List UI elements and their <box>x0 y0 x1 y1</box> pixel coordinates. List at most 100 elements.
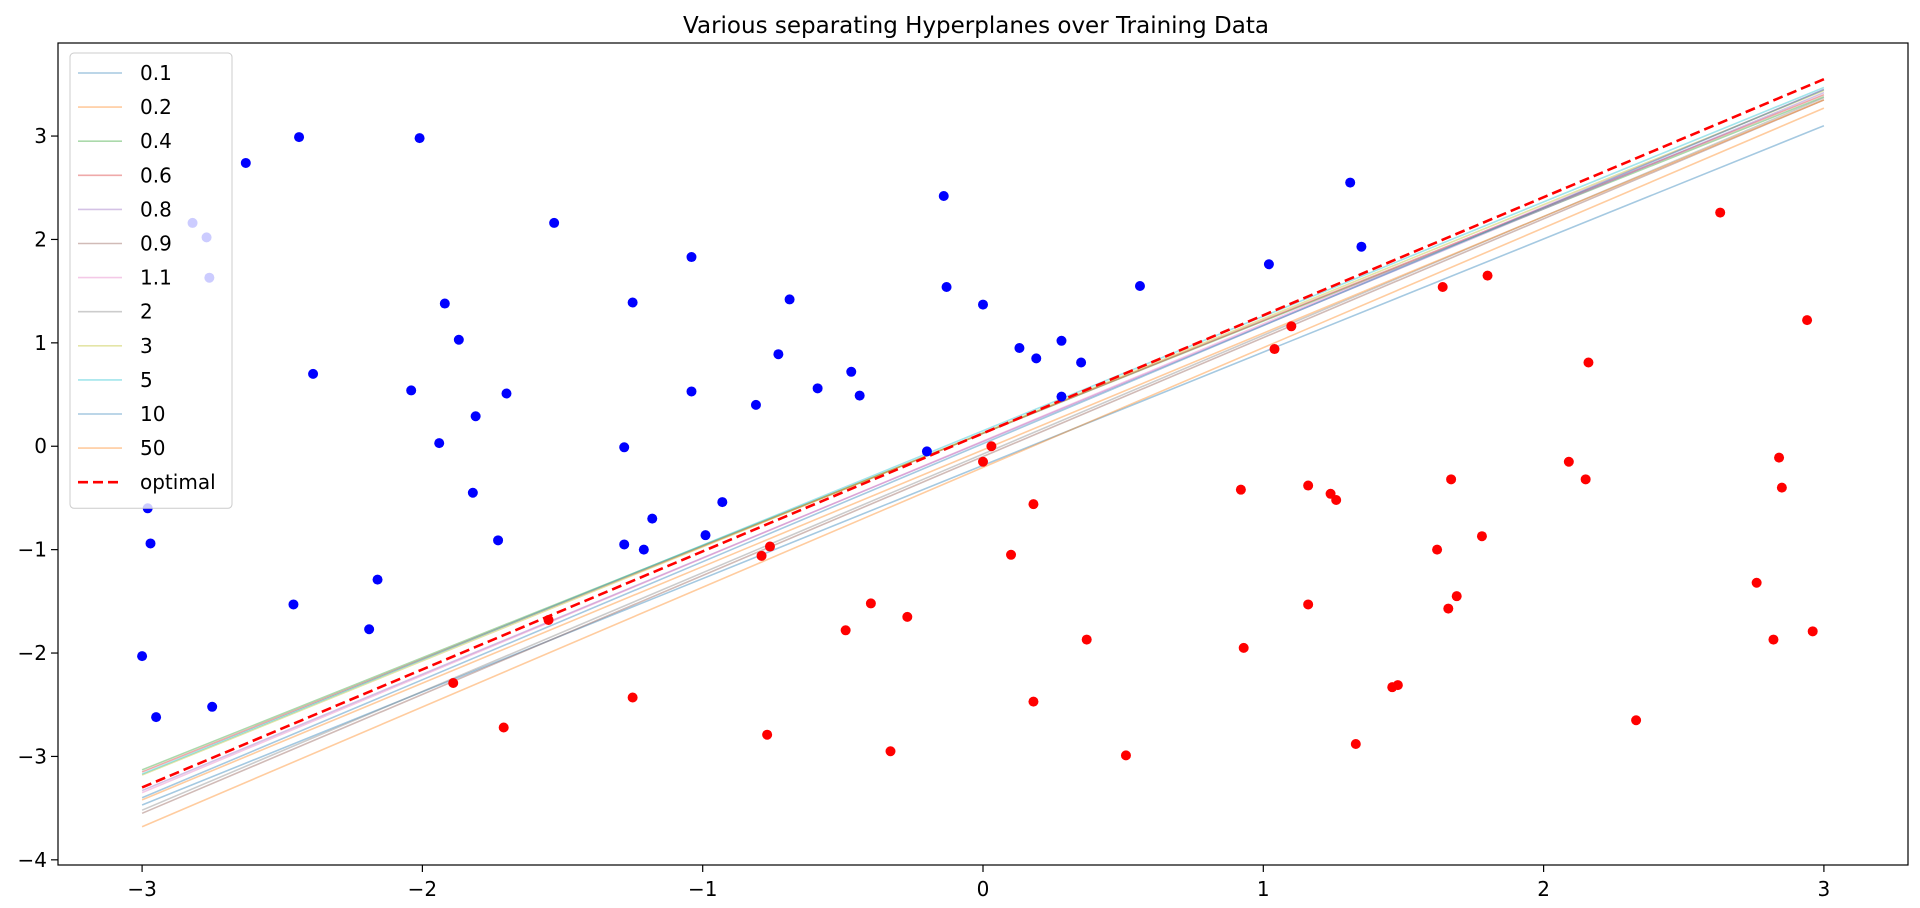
point-class-a <box>1076 357 1087 368</box>
point-class-a <box>1014 343 1025 354</box>
legend-label-0.9: 0.9 <box>140 232 172 256</box>
hyperplane-line-0.9 <box>141 99 1825 815</box>
point-class-b <box>764 541 775 552</box>
point-class-a <box>406 385 417 396</box>
hyperplane-line-2 <box>141 97 1825 811</box>
legend-label-2: 2 <box>140 300 153 324</box>
point-class-b <box>1437 282 1448 293</box>
point-class-b <box>840 625 851 636</box>
point-class-b <box>498 722 509 733</box>
point-class-a <box>784 294 795 305</box>
hyperplane-line-1.1 <box>141 88 1825 794</box>
chart-title: Various separating Hyperplanes over Trai… <box>683 13 1269 39</box>
point-class-b <box>1807 626 1818 637</box>
point-class-a <box>1345 177 1356 188</box>
point-class-b <box>1269 344 1280 355</box>
point-class-b <box>1303 480 1314 491</box>
hyperplane-line-3 <box>141 89 1825 776</box>
y-tick-label: −4 <box>18 848 47 872</box>
point-class-b <box>1081 634 1092 645</box>
hyperplane-line-0.4 <box>141 96 1825 771</box>
point-class-a <box>151 712 162 723</box>
point-class-a <box>717 497 728 508</box>
point-class-b <box>1583 357 1594 368</box>
point-class-a <box>207 701 218 712</box>
point-class-a <box>288 599 299 610</box>
hyperplane-line-10 <box>141 88 1825 799</box>
point-class-b <box>1238 642 1249 653</box>
hyperplane-line-optimal <box>141 77 1825 789</box>
point-class-a <box>439 298 450 309</box>
point-class-b <box>1432 544 1443 555</box>
point-class-a <box>686 252 697 263</box>
point-class-b <box>885 746 896 757</box>
point-class-a <box>137 651 148 662</box>
point-class-a <box>308 368 319 379</box>
point-class-a <box>364 624 375 635</box>
point-class-a <box>750 399 761 410</box>
point-class-a <box>619 442 630 453</box>
point-class-b <box>986 441 997 452</box>
point-class-a <box>294 132 305 143</box>
legend-label-0.8: 0.8 <box>140 197 172 221</box>
point-class-a <box>1356 241 1367 252</box>
point-class-a <box>627 297 638 308</box>
point-class-b <box>1715 207 1726 218</box>
point-class-a <box>453 334 464 345</box>
y-tick-label: 3 <box>34 124 47 148</box>
point-class-b <box>1028 696 1039 707</box>
legend-label-0.1: 0.1 <box>140 61 172 85</box>
point-class-a <box>619 539 630 550</box>
y-axis: −4 −3 −2 −1 0 1 2 3 <box>18 124 58 872</box>
point-class-b <box>1476 531 1487 542</box>
legend-label-optimal: optimal <box>140 470 216 494</box>
point-class-a <box>470 411 481 422</box>
point-class-b <box>762 729 773 740</box>
point-class-a <box>938 191 949 202</box>
hyperplane-line-50 <box>141 99 1825 801</box>
point-class-a <box>921 446 932 457</box>
x-tick-label: 3 <box>1818 877 1831 901</box>
point-class-a <box>1031 353 1042 364</box>
point-class-a <box>846 366 857 377</box>
legend-label-10: 10 <box>140 402 165 426</box>
point-class-b <box>627 692 638 703</box>
x-tick-label: 0 <box>977 877 990 901</box>
y-tick-label: −2 <box>18 641 47 665</box>
point-class-b <box>1482 270 1493 281</box>
point-class-a <box>773 349 784 360</box>
point-class-b <box>756 550 767 561</box>
point-class-b <box>978 456 988 467</box>
point-class-a <box>1263 259 1274 270</box>
point-class-b <box>1303 599 1314 610</box>
x-tick-label: 2 <box>1537 877 1550 901</box>
point-class-b <box>1286 321 1297 332</box>
hyperplane-line-0.2 <box>141 107 1825 828</box>
point-class-a <box>549 217 560 228</box>
point-class-b <box>1774 452 1785 463</box>
point-class-b <box>543 614 554 625</box>
hyperplane-line-5 <box>141 86 1825 775</box>
point-class-b <box>1802 315 1813 326</box>
point-class-b <box>1751 577 1762 588</box>
point-class-b <box>1235 484 1246 495</box>
point-class-b <box>1776 482 1787 493</box>
legend-label-5: 5 <box>140 368 153 392</box>
x-axis: −3 −2 −1 0 1 2 3 <box>127 865 1830 901</box>
point-class-a <box>700 530 711 541</box>
point-class-b <box>1028 499 1039 510</box>
y-tick-label: 1 <box>34 331 47 355</box>
x-tick-label: −1 <box>688 877 717 901</box>
point-class-b <box>1451 591 1462 602</box>
point-class-a <box>493 535 504 546</box>
point-class-a <box>467 487 478 498</box>
point-class-b <box>1392 680 1403 691</box>
point-class-b <box>1331 495 1342 506</box>
point-class-b <box>1120 750 1131 761</box>
point-class-a <box>854 390 865 401</box>
point-class-a <box>978 299 988 310</box>
point-class-a <box>434 438 445 449</box>
y-tick-label: −1 <box>18 538 47 562</box>
